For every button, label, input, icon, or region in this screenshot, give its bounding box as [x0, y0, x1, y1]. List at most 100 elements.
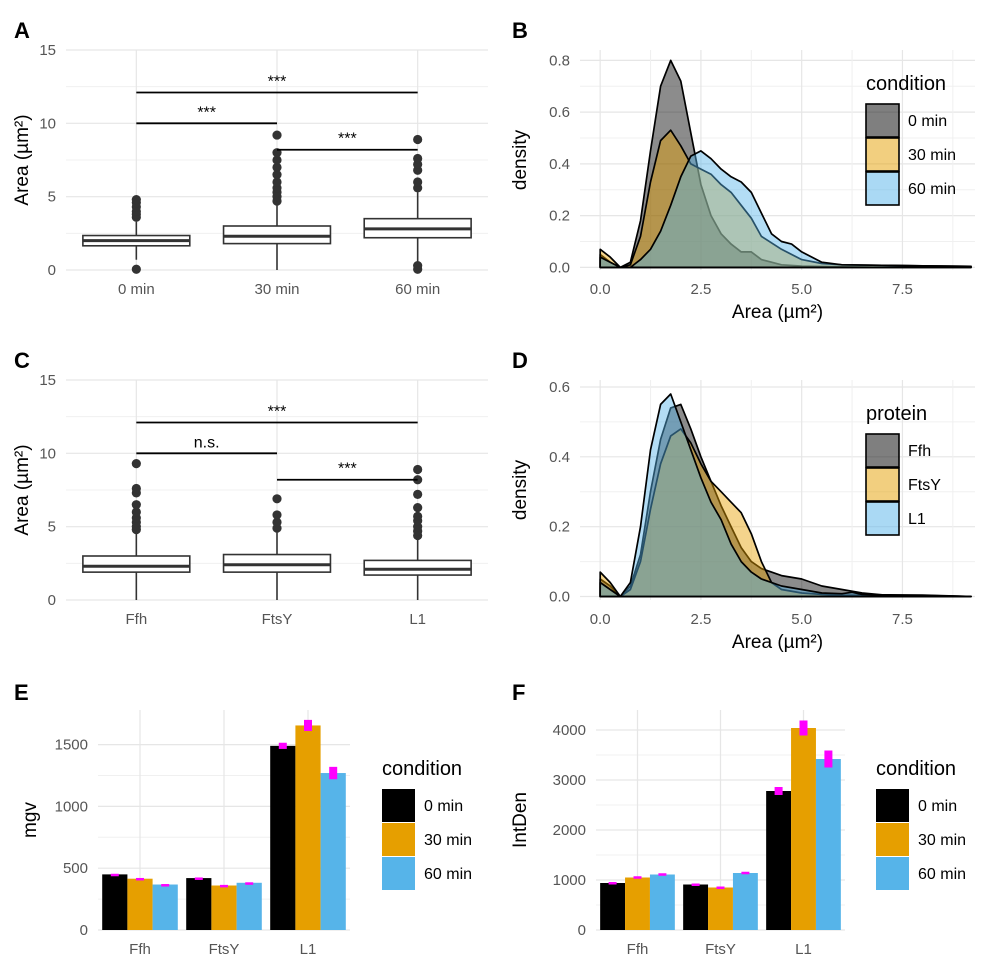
- y-tick-label: 0: [80, 922, 88, 939]
- box-60-min: [363, 134, 472, 274]
- outlier-point: [131, 195, 141, 205]
- x-tick-label: L1: [795, 941, 812, 958]
- bar-ffh-0-min: [600, 883, 626, 930]
- legend-label: 60 min: [908, 181, 956, 198]
- legend-label: 30 min: [908, 147, 956, 164]
- bar-ffh-60-min: [649, 874, 675, 930]
- legend-swatch: [865, 103, 900, 138]
- error-bar: [608, 882, 617, 885]
- outlier-point: [413, 153, 423, 164]
- x-tick-label: L1: [300, 941, 317, 958]
- bar-ftsy-30-min: [708, 887, 733, 930]
- legend-swatch: [865, 433, 900, 468]
- outlier-point: [272, 177, 282, 187]
- significance-label: ***: [338, 461, 357, 478]
- legend-swatch: [382, 789, 415, 822]
- panel-label-c: C: [14, 348, 30, 373]
- error-bar: [633, 876, 642, 879]
- box-iqr: [82, 555, 191, 573]
- bar-ffh-30-min: [127, 878, 153, 930]
- bar-ftsy-30-min: [211, 885, 237, 930]
- error-bar: [245, 882, 254, 885]
- box-0-min: [82, 195, 191, 274]
- legend-swatch: [865, 137, 900, 172]
- y-tick-label: 1000: [553, 872, 586, 889]
- error-bar: [304, 719, 312, 732]
- error-bar: [824, 750, 833, 768]
- bar-l1-0-min: [766, 791, 792, 930]
- error-bar: [161, 884, 170, 887]
- legend-title: condition: [866, 73, 946, 95]
- y-tick-label: 0.6: [549, 379, 570, 396]
- outlier-point: [131, 459, 141, 469]
- bar-l1-60-min: [815, 759, 841, 930]
- x-tick-label: 5.0: [791, 611, 812, 628]
- x-tick-label: Ffh: [129, 941, 151, 958]
- legend-swatch: [865, 467, 900, 502]
- density-curve-ftsy: [599, 428, 972, 598]
- panel-label-f: F: [512, 680, 525, 705]
- legend-label: Ffh: [908, 443, 931, 460]
- y-tick-label: 0: [48, 262, 56, 279]
- legend-title: protein: [866, 403, 927, 425]
- legend: condition 0 min 30 min 60 min: [382, 758, 472, 890]
- x-tick-label: Ffh: [125, 611, 147, 628]
- bar-l1-0-min: [270, 745, 296, 930]
- density-curve-60-min: [599, 150, 972, 269]
- legend-label: 0 min: [424, 798, 463, 815]
- y-axis-title: density: [510, 459, 531, 520]
- outlier-point: [272, 155, 282, 165]
- bar-ftsy-60-min: [236, 882, 262, 930]
- legend-label: 30 min: [424, 832, 472, 849]
- x-tick-label: 2.5: [690, 611, 711, 628]
- legend-label: 0 min: [918, 798, 957, 815]
- y-tick-label: 2000: [553, 822, 586, 839]
- x-tick-label: 5.0: [791, 281, 812, 298]
- bar-ffh-0-min: [102, 874, 128, 930]
- y-tick-label: 500: [63, 860, 88, 877]
- y-tick-label: 4000: [553, 722, 586, 739]
- y-tick-label: 0.2: [549, 208, 570, 225]
- y-tick-label: 0.2: [549, 519, 570, 536]
- box-l1: [363, 464, 472, 600]
- legend-label: 60 min: [424, 866, 472, 883]
- error-bar: [278, 742, 287, 749]
- bar-l1-30-min: [295, 725, 321, 930]
- outlier-point: [272, 517, 282, 527]
- y-tick-label: 10: [39, 445, 56, 462]
- y-axis-title: Area (µm²): [12, 444, 33, 535]
- panel-label-d: D: [512, 348, 528, 373]
- outlier-point: [413, 489, 423, 499]
- y-axis-title: Area (µm²): [12, 114, 33, 205]
- legend-swatch: [865, 171, 900, 206]
- bar-ffh-60-min: [152, 884, 178, 930]
- legend-title: condition: [382, 758, 462, 780]
- significance-label: ***: [268, 74, 287, 91]
- x-tick-label: 7.5: [892, 611, 913, 628]
- outlier-point: [413, 464, 423, 475]
- significance-label: ***: [197, 104, 216, 121]
- legend-label: 0 min: [908, 113, 947, 130]
- y-axis-title: IntDen: [510, 792, 531, 848]
- outlier-point: [413, 134, 423, 145]
- y-tick-label: 10: [39, 115, 56, 132]
- bar-ffh-30-min: [625, 877, 650, 930]
- box-ftsy: [222, 494, 332, 600]
- legend-swatch: [876, 823, 909, 856]
- outlier-point: [413, 177, 423, 187]
- x-axis-title: Area (µm²): [732, 632, 823, 653]
- error-bar: [799, 720, 808, 736]
- x-tick-label: 0 min: [118, 281, 155, 298]
- y-tick-label: 0.0: [549, 589, 570, 606]
- y-tick-label: 0: [578, 922, 586, 939]
- y-tick-label: 0.4: [549, 156, 570, 173]
- bar-l1-30-min: [791, 728, 816, 930]
- error-bar: [110, 873, 119, 877]
- legend-label: L1: [908, 511, 926, 528]
- outlier-point: [413, 261, 423, 271]
- y-tick-label: 15: [39, 372, 56, 389]
- panel-label-e: E: [14, 680, 29, 705]
- outlier-point: [272, 162, 282, 172]
- x-tick-label: 30 min: [254, 281, 299, 298]
